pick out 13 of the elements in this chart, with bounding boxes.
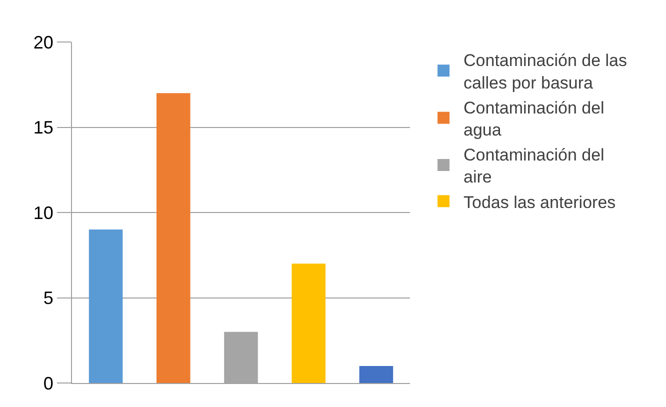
legend-label: Contaminación del aire	[464, 146, 604, 187]
bar	[156, 93, 190, 383]
bar	[292, 264, 326, 383]
bar	[88, 230, 123, 383]
bar	[359, 366, 394, 383]
y-tick-label: 0	[43, 373, 54, 394]
legend-label: Todas las anteriores	[464, 192, 616, 212]
legend-label: Contaminación de las calles por basura	[464, 51, 628, 92]
y-tick-label: 20	[33, 32, 54, 52]
y-tick-label: 10	[33, 202, 54, 223]
y-tick-label: 15	[33, 118, 54, 138]
y-tick-label: 5	[43, 288, 54, 308]
legend-label: Contaminación del agua	[464, 98, 604, 140]
